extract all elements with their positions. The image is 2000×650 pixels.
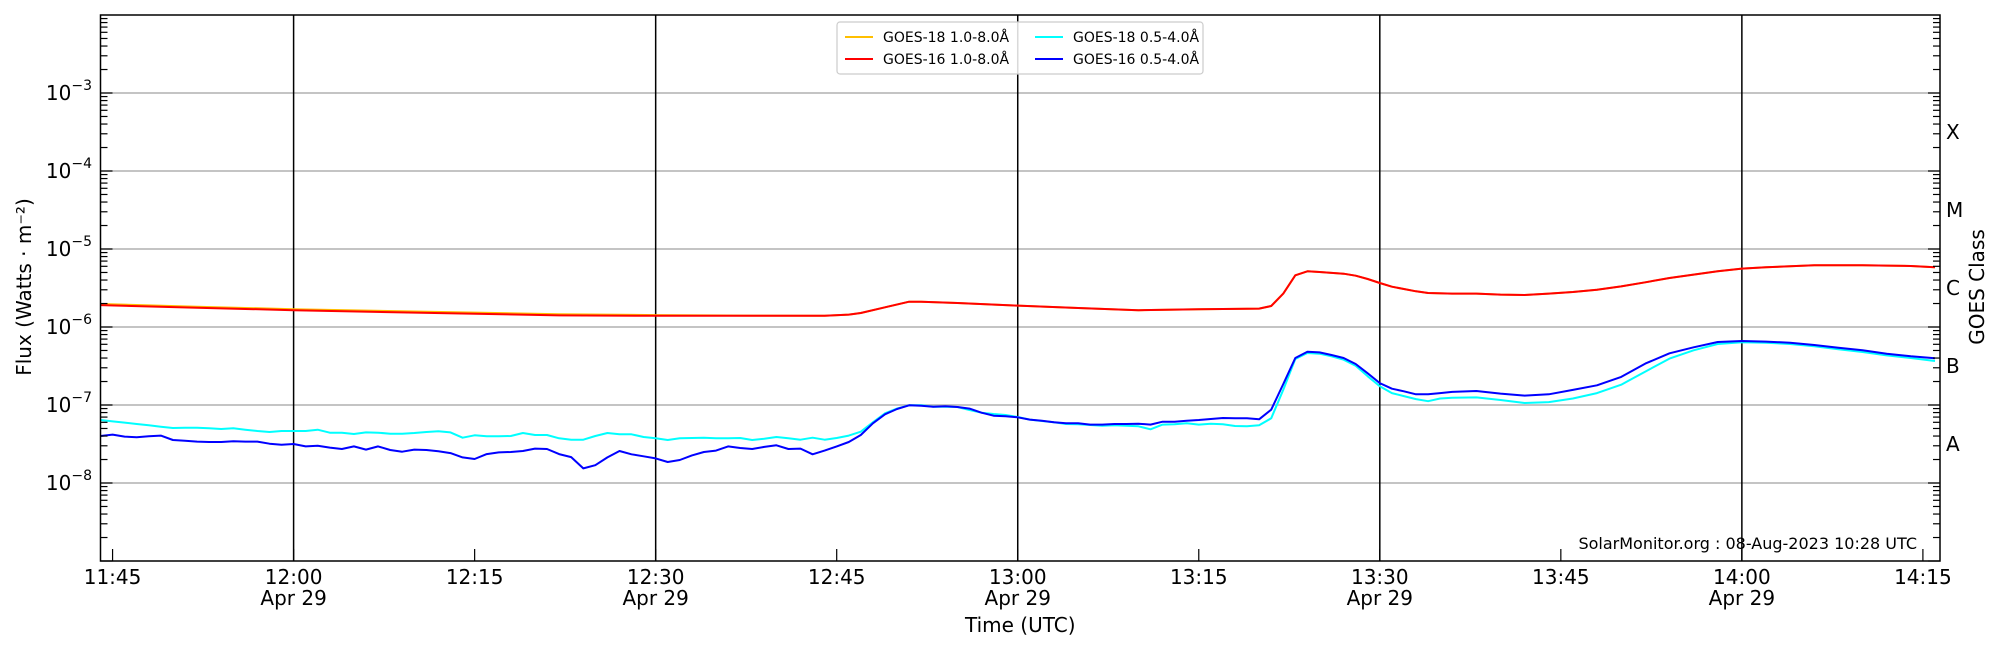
goes-class-label: A <box>1946 432 1960 456</box>
legend-entry-label: GOES-18 0.5-4.0Å <box>1073 29 1199 46</box>
y-tick-exp: −4 <box>71 156 92 172</box>
y-tick-exp: −7 <box>71 390 92 406</box>
series-line-1 <box>100 264 1936 317</box>
legend-entry-label: GOES-16 0.5-4.0Å <box>1073 51 1199 68</box>
series-line-3 <box>100 340 1936 470</box>
gridlines <box>100 15 1940 561</box>
y-tick-exp: −5 <box>71 234 92 250</box>
goes-class-label: M <box>1946 198 1963 222</box>
y-tick-base: 10 <box>46 471 71 495</box>
x-tick-label: 14:15 <box>1894 565 1952 589</box>
y-tick-label: 10−4 <box>46 156 92 183</box>
goes-class-label: C <box>1946 276 1960 300</box>
y-tick-base: 10 <box>46 315 71 339</box>
goes-class-label: B <box>1946 354 1960 378</box>
y-tick-label: 10−7 <box>46 390 92 417</box>
x-tick-date: Apr 29 <box>260 586 326 610</box>
plot-frame <box>99 14 1941 562</box>
y-tick-label: 10−6 <box>46 312 92 339</box>
series-lines <box>100 264 1936 470</box>
x-tick-label: 11:45 <box>84 565 142 589</box>
y-tick-base: 10 <box>46 81 71 105</box>
y-tick-exp: −3 <box>71 78 92 94</box>
source-annotation: SolarMonitor.org : 08-Aug-2023 10:28 UTC <box>1578 534 1917 553</box>
x-tick-label: 12:30 <box>627 565 685 589</box>
y-tick-exp: −6 <box>71 312 92 328</box>
y-tick-base: 10 <box>46 237 71 261</box>
y-tick-label: 10−8 <box>46 468 92 495</box>
y-tick-exp: −8 <box>71 468 92 484</box>
x-tick-date: Apr 29 <box>1709 586 1775 610</box>
legend-entry-label: GOES-16 1.0-8.0Å <box>883 51 1009 68</box>
x-tick-label: 13:00 <box>989 565 1047 589</box>
x-tick-label: 12:00 <box>265 565 323 589</box>
y2-axis-label: GOES Class <box>1965 229 1989 345</box>
y-tick-base: 10 <box>46 393 71 417</box>
legend-box <box>836 21 1204 75</box>
y-axis-label: Flux (Watts · m⁻²) <box>12 198 36 376</box>
x-tick-label: 13:15 <box>1170 565 1228 589</box>
x-tick-date: Apr 29 <box>1347 586 1413 610</box>
y-tick-label: 10−5 <box>46 234 92 261</box>
goes-class-label: X <box>1946 120 1960 144</box>
x-tick-label: 14:00 <box>1713 565 1771 589</box>
legend-entry-label: GOES-18 1.0-8.0Å <box>883 29 1009 46</box>
x-axis-label: Time (UTC) <box>964 613 1076 637</box>
x-tick-label: 13:30 <box>1351 565 1409 589</box>
x-tick-date: Apr 29 <box>985 586 1051 610</box>
legend: GOES-18 1.0-8.0Å GOES-16 1.0-8.0Å GOES-18 … <box>836 21 1204 75</box>
x-tick-label: 13:45 <box>1532 565 1590 589</box>
x-tick-date: Apr 29 <box>622 586 688 610</box>
x-tick-label: 12:15 <box>446 565 504 589</box>
y-tick-label: 10−3 <box>46 78 92 105</box>
y-tick-base: 10 <box>46 159 71 183</box>
x-tick-label: 12:45 <box>808 565 866 589</box>
